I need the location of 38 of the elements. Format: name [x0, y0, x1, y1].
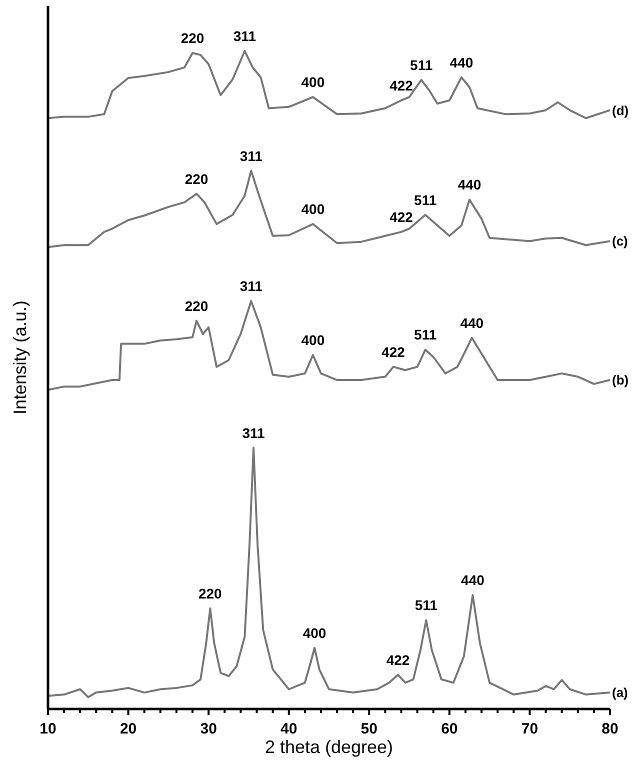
annotation: 511	[414, 597, 438, 614]
annotation: 511	[414, 326, 437, 343]
series-label: (b)	[612, 372, 629, 388]
annotation: 311	[233, 28, 256, 44]
x-tick-label: 20	[120, 720, 137, 738]
annotation: 440	[460, 314, 484, 331]
annotation: 311	[242, 424, 266, 441]
y-axis-title: Intensity (a.u.)	[10, 300, 30, 415]
series-label: (a)	[612, 685, 628, 700]
x-axis-title: 2 theta (degree)	[264, 737, 394, 757]
annotation: 511	[414, 192, 437, 208]
annotation: 220	[198, 585, 222, 602]
annotation: 400	[301, 201, 325, 218]
annotation: 511	[410, 56, 433, 73]
annotation: 440	[461, 572, 485, 588]
annotation: 400	[301, 74, 325, 90]
annotation: 311	[240, 278, 263, 294]
annotation: 422	[386, 652, 410, 668]
x-tick-label: 50	[360, 720, 378, 738]
x-tick-label: 70	[521, 720, 538, 738]
annotation: 220	[180, 30, 204, 46]
annotation: 440	[458, 176, 482, 193]
x-tick-label: 60	[441, 720, 458, 738]
x-tick-label: 40	[280, 720, 298, 738]
x-tick-label: 10	[40, 720, 56, 738]
series-label: (c)	[612, 234, 628, 249]
x-tick-label: 80	[602, 720, 618, 738]
annotation: 422	[390, 208, 414, 225]
annotation: 422	[382, 344, 406, 360]
x-tick-label: 30	[200, 720, 217, 738]
annotation: 220	[184, 170, 208, 187]
annotation: 400	[301, 332, 325, 348]
series-label: (d)	[612, 102, 629, 118]
annotation: 311	[240, 148, 263, 164]
annotation: 440	[450, 54, 474, 70]
annotation: 400	[302, 624, 326, 641]
annotation: 422	[390, 77, 414, 94]
annotation: 220	[184, 298, 208, 314]
